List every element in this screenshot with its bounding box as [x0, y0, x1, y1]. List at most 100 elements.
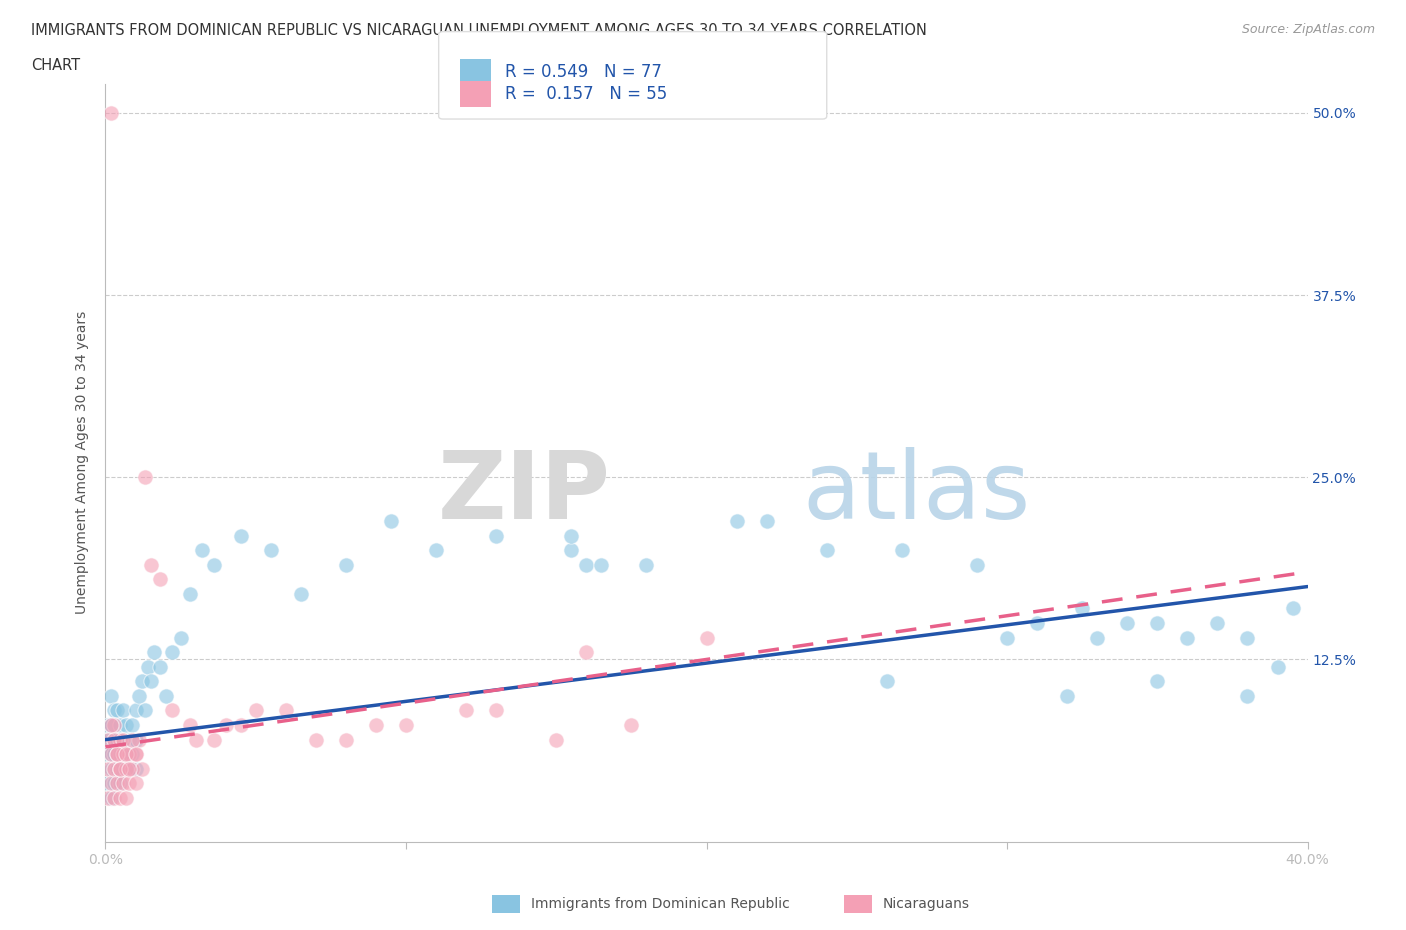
Point — [115, 790, 138, 805]
Point — [425, 543, 447, 558]
Point — [184, 732, 207, 747]
Point — [100, 747, 122, 762]
Point — [107, 747, 129, 762]
Point — [335, 732, 357, 747]
Point — [124, 762, 146, 777]
Point — [485, 528, 508, 543]
Point — [110, 732, 132, 747]
Point — [1146, 674, 1168, 689]
Point — [1026, 616, 1049, 631]
Point — [755, 513, 778, 528]
Point — [560, 528, 582, 543]
Point — [115, 718, 138, 733]
Point — [160, 644, 183, 659]
Text: Nicaraguans: Nicaraguans — [883, 897, 970, 911]
Point — [124, 747, 146, 762]
Point — [112, 732, 135, 747]
Point — [815, 543, 838, 558]
Point — [107, 747, 129, 762]
Point — [305, 732, 328, 747]
Point — [139, 674, 162, 689]
Point — [110, 790, 132, 805]
Text: IMMIGRANTS FROM DOMINICAN REPUBLIC VS NICARAGUAN UNEMPLOYMENT AMONG AGES 30 TO 3: IMMIGRANTS FROM DOMINICAN REPUBLIC VS NI… — [31, 23, 927, 38]
Point — [124, 776, 146, 790]
Point — [121, 762, 143, 777]
Point — [696, 631, 718, 645]
Point — [202, 557, 225, 572]
Text: Source: ZipAtlas.com: Source: ZipAtlas.com — [1241, 23, 1375, 36]
Point — [97, 732, 120, 747]
Point — [485, 703, 508, 718]
Point — [1056, 688, 1078, 703]
Point — [103, 703, 125, 718]
Y-axis label: Unemployment Among Ages 30 to 34 years: Unemployment Among Ages 30 to 34 years — [75, 311, 89, 615]
Point — [124, 703, 146, 718]
Point — [725, 513, 748, 528]
Text: R = 0.549   N = 77: R = 0.549 N = 77 — [505, 62, 662, 81]
Text: CHART: CHART — [31, 58, 80, 73]
Point — [380, 513, 402, 528]
Point — [103, 732, 125, 747]
Point — [118, 776, 141, 790]
Point — [546, 732, 568, 747]
Point — [454, 703, 477, 718]
Point — [620, 718, 643, 733]
Point — [110, 718, 132, 733]
Point — [97, 790, 120, 805]
Point — [121, 732, 143, 747]
Point — [229, 528, 252, 543]
Point — [100, 718, 122, 733]
Point — [110, 747, 132, 762]
Point — [118, 762, 141, 777]
Point — [118, 732, 141, 747]
Point — [115, 747, 138, 762]
Point — [107, 776, 129, 790]
Point — [1236, 631, 1258, 645]
Point — [115, 747, 138, 762]
Point — [100, 776, 122, 790]
Point — [110, 762, 132, 777]
Point — [100, 790, 122, 805]
Point — [128, 688, 150, 703]
Point — [190, 543, 212, 558]
Point — [335, 557, 357, 572]
Point — [100, 718, 122, 733]
Point — [107, 762, 129, 777]
Point — [103, 718, 125, 733]
Point — [575, 644, 598, 659]
Point — [274, 703, 297, 718]
Point — [1267, 659, 1289, 674]
Point — [112, 776, 135, 790]
Point — [148, 659, 170, 674]
Point — [290, 587, 312, 602]
Point — [107, 732, 129, 747]
Point — [966, 557, 988, 572]
Point — [110, 762, 132, 777]
Point — [100, 762, 122, 777]
Text: Immigrants from Dominican Republic: Immigrants from Dominican Republic — [531, 897, 790, 911]
Point — [100, 688, 122, 703]
Point — [1085, 631, 1108, 645]
Point — [112, 762, 135, 777]
Point — [100, 747, 122, 762]
Point — [142, 644, 165, 659]
Point — [229, 718, 252, 733]
Point — [103, 790, 125, 805]
Point — [395, 718, 418, 733]
Point — [97, 732, 120, 747]
Text: ZIP: ZIP — [437, 447, 610, 539]
Point — [124, 747, 146, 762]
Point — [103, 747, 125, 762]
Text: R =  0.157   N = 55: R = 0.157 N = 55 — [505, 85, 666, 103]
Point — [97, 718, 120, 733]
Point — [107, 703, 129, 718]
Point — [245, 703, 267, 718]
Point — [103, 762, 125, 777]
Point — [155, 688, 177, 703]
Point — [591, 557, 613, 572]
Point — [110, 776, 132, 790]
Point — [100, 105, 122, 120]
Point — [136, 659, 159, 674]
Point — [214, 718, 236, 733]
Point — [112, 703, 135, 718]
